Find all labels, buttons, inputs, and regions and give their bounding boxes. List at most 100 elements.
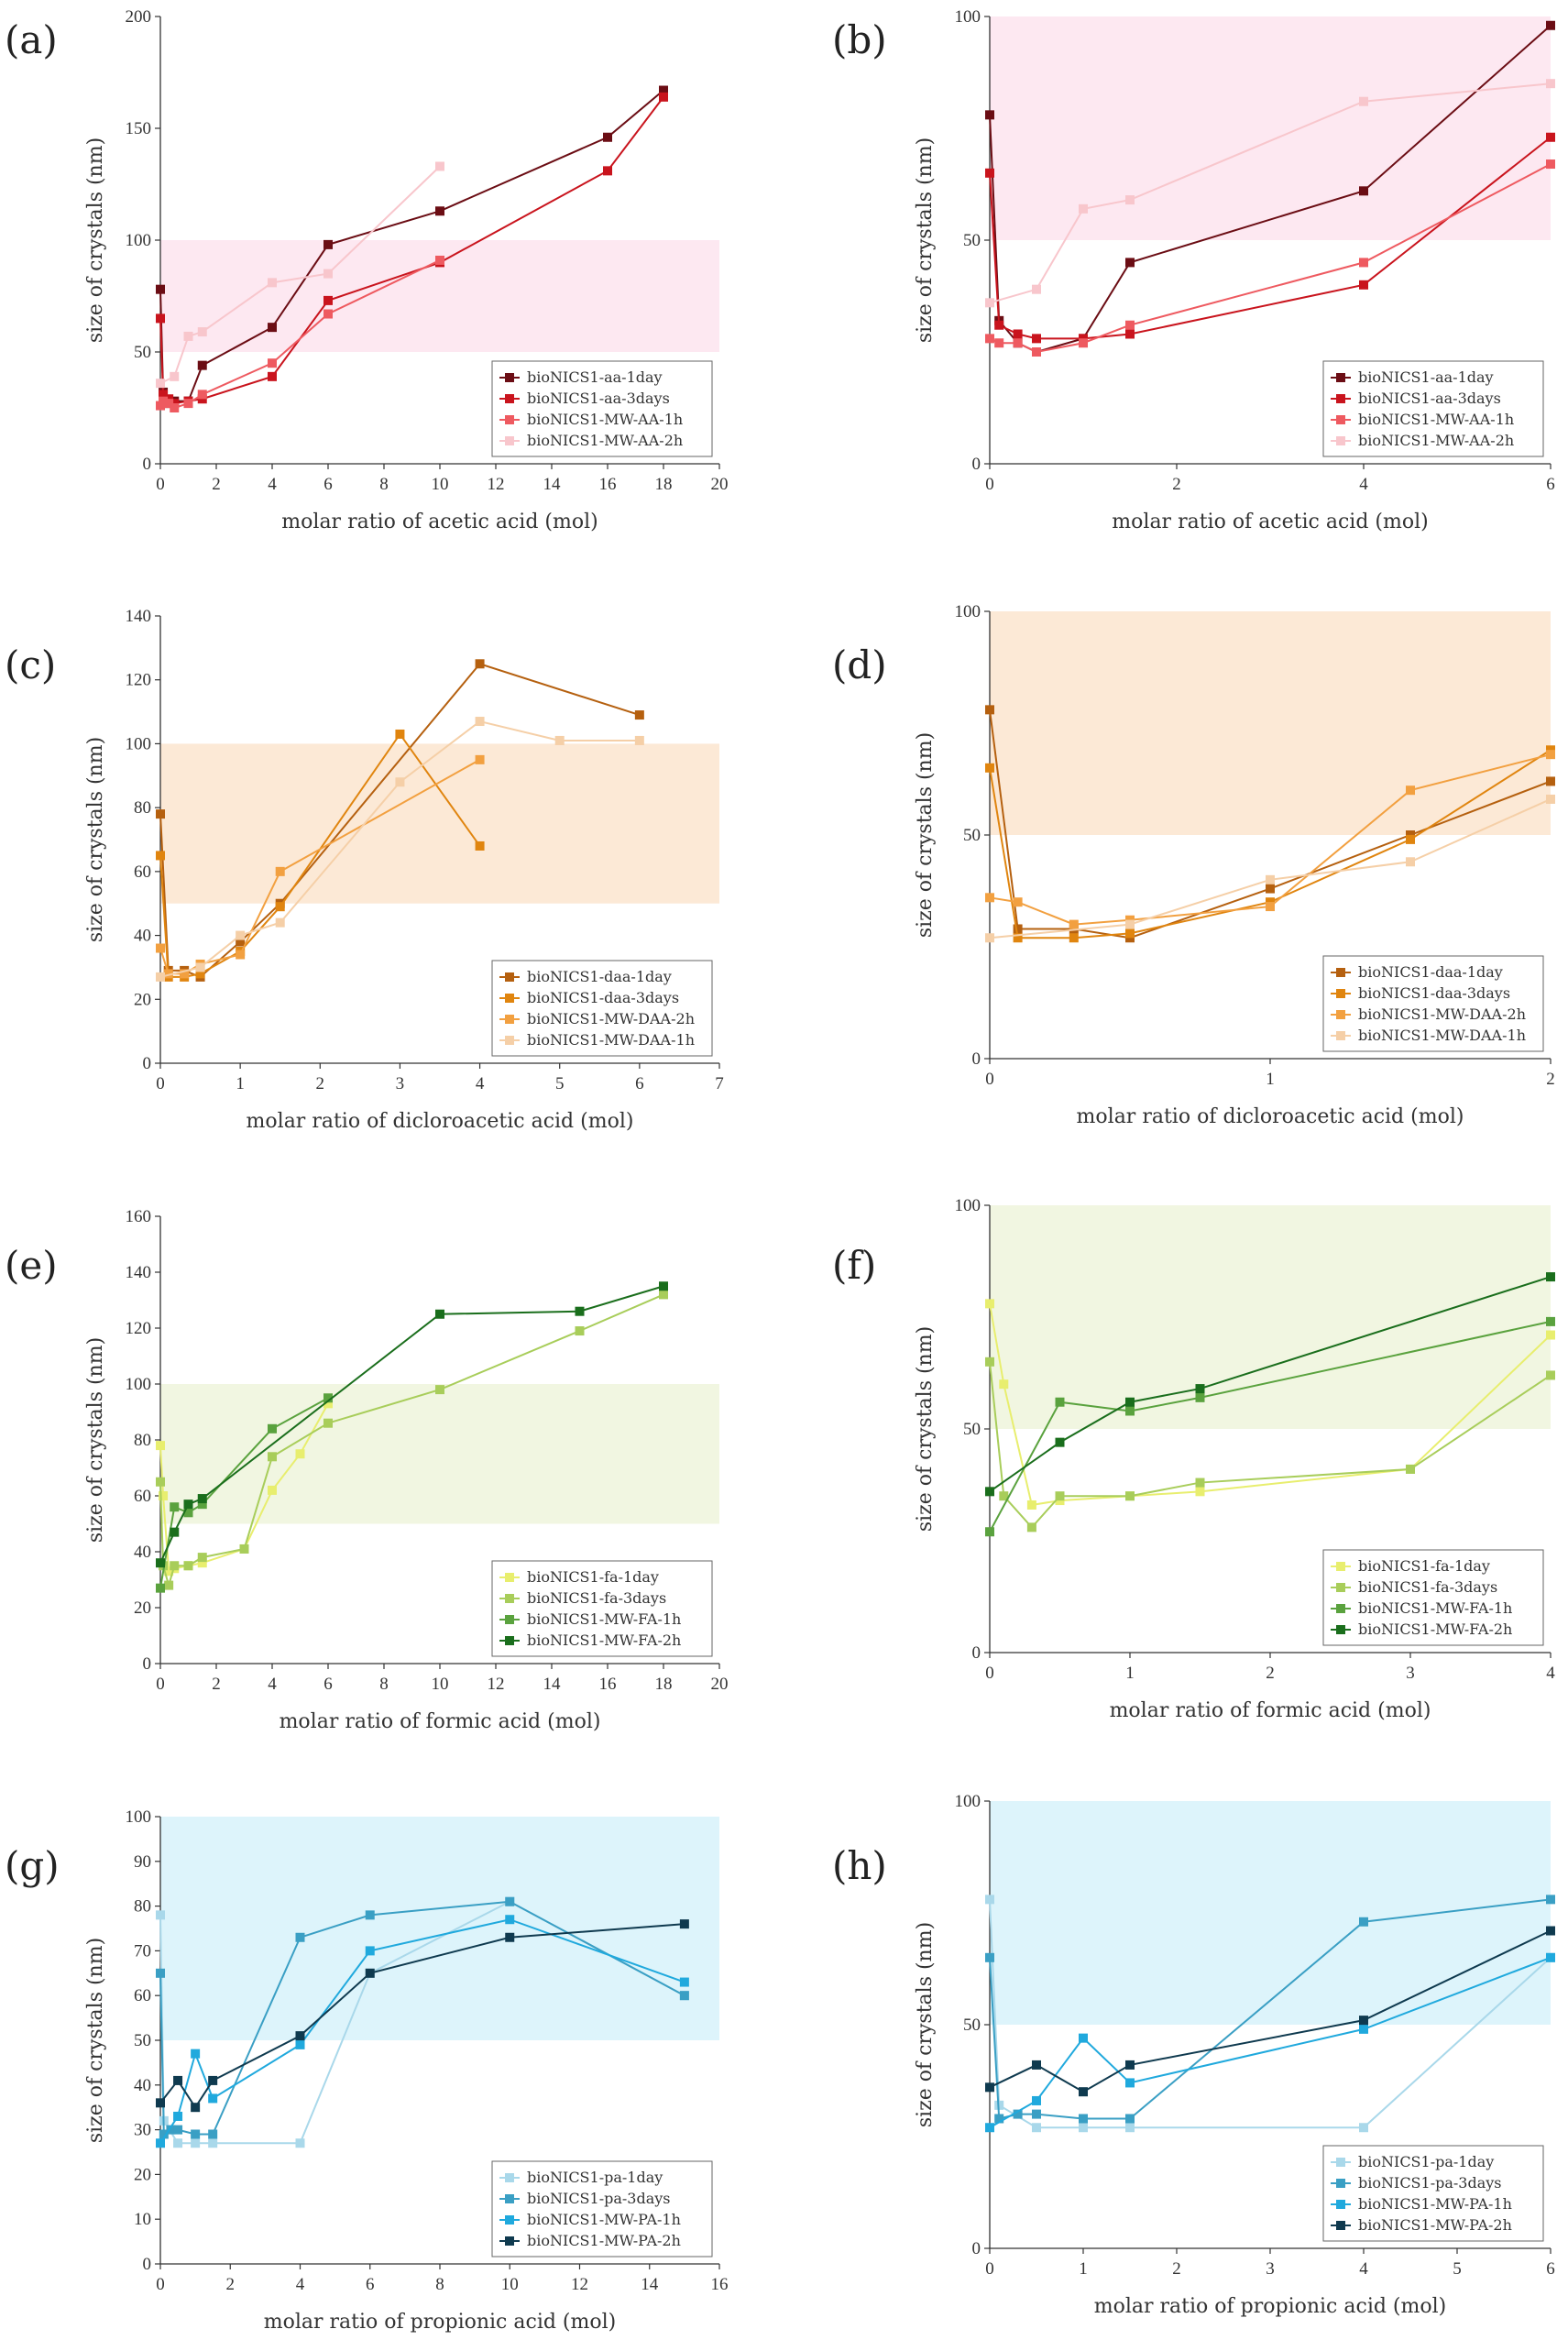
legend-box bbox=[491, 960, 713, 1057]
data-point bbox=[1546, 794, 1555, 804]
chart-panel-6: (f) 0 1 2 3 4 0 50 100 molar ratio of formic acid… bbox=[832, 1196, 1555, 1722]
x-tick-label: 2 bbox=[1172, 2259, 1181, 2279]
series-3 bbox=[985, 159, 1555, 357]
x-tick-label: 3 bbox=[1266, 2259, 1275, 2279]
y-tick-label: 50 bbox=[963, 826, 981, 845]
legend-entry: bioNICS1-MW-AA-1h bbox=[1358, 411, 1514, 428]
data-point bbox=[197, 327, 207, 337]
x-tick-label: 4 bbox=[296, 2275, 305, 2294]
data-point bbox=[1546, 79, 1555, 89]
x-tick-label: 5 bbox=[1453, 2259, 1462, 2279]
legend-entry: bioNICS1-MW-FA-2h bbox=[527, 1631, 681, 1649]
data-point bbox=[208, 2138, 218, 2148]
panel-letter: (f) bbox=[832, 1243, 876, 1288]
data-point bbox=[236, 937, 246, 947]
legend-entry: bioNICS1-pa-1day bbox=[1358, 2153, 1494, 2170]
data-point bbox=[208, 2093, 218, 2104]
y-tick-label: 0 bbox=[143, 1054, 152, 1073]
data-point bbox=[435, 206, 444, 216]
legend-swatch-marker bbox=[1336, 1031, 1345, 1040]
legend-entry: bioNICS1-aa-3days bbox=[1358, 390, 1501, 407]
series-2 bbox=[985, 1357, 1555, 1533]
data-point bbox=[180, 969, 190, 979]
data-point bbox=[1125, 2078, 1135, 2088]
series-line bbox=[989, 1929, 1552, 2093]
data-point bbox=[183, 1561, 193, 1571]
legend-entry: bioNICS1-pa-3days bbox=[527, 2190, 671, 2207]
chart-panel-8: (h) 0 1 2 3 4 5 6 0 50 100 molar ratio of propionic… bbox=[832, 1792, 1555, 2318]
legend: bioNICS1-aa-1day bioNICS1-aa-3days bioNICS… bbox=[1322, 360, 1544, 457]
data-point bbox=[1195, 1384, 1205, 1394]
data-point bbox=[1359, 2024, 1368, 2034]
data-point bbox=[268, 358, 277, 368]
x-tick-label: 6 bbox=[635, 1074, 644, 1093]
y-tick-label: 150 bbox=[126, 119, 152, 138]
x-axis-title: molar ratio of dicloroacetic acid (mol) bbox=[1077, 1105, 1464, 1128]
legend-swatch-marker bbox=[505, 1036, 514, 1045]
series-3 bbox=[156, 255, 444, 412]
data-point bbox=[323, 1418, 333, 1428]
legend-entry: bioNICS1-MW-AA-2h bbox=[527, 432, 683, 449]
data-point bbox=[1032, 334, 1041, 344]
legend-entry: bioNICS1-fa-3days bbox=[527, 1589, 666, 1607]
y-tick-label: 100 bbox=[126, 231, 152, 250]
data-point bbox=[994, 320, 1004, 330]
data-point bbox=[435, 255, 444, 265]
x-tick-label: 4 bbox=[1359, 475, 1368, 494]
data-point bbox=[1032, 2123, 1041, 2133]
x-tick-label: 10 bbox=[432, 475, 449, 494]
y-tick-label: 80 bbox=[134, 798, 151, 818]
x-tick-label: 10 bbox=[501, 2275, 519, 2294]
data-point bbox=[1125, 1397, 1135, 1407]
x-axis-title: molar ratio of propionic acid (mol) bbox=[1094, 2295, 1446, 2318]
y-tick-label: 50 bbox=[134, 2031, 151, 2050]
data-point bbox=[679, 1919, 689, 1929]
data-point bbox=[1032, 2095, 1041, 2105]
data-point bbox=[659, 92, 668, 102]
x-axis-title: molar ratio of acetic acid (mol) bbox=[1112, 511, 1428, 533]
x-tick-label: 2 bbox=[1546, 1070, 1555, 1089]
y-tick-label: 100 bbox=[955, 7, 981, 27]
data-point bbox=[1546, 776, 1555, 786]
y-axis-title: size of crystals (nm) bbox=[914, 137, 937, 343]
data-point bbox=[475, 717, 485, 727]
data-point bbox=[985, 1487, 994, 1497]
data-point bbox=[395, 777, 405, 787]
legend-entry: bioNICS1-MW-DAA-2h bbox=[1358, 1005, 1526, 1023]
data-point bbox=[163, 969, 173, 979]
data-point bbox=[1032, 2109, 1041, 2119]
data-point bbox=[183, 1508, 193, 1518]
series-4 bbox=[156, 1281, 668, 1568]
data-point bbox=[365, 1968, 375, 1978]
data-point bbox=[191, 2103, 201, 2113]
x-tick-label: 8 bbox=[435, 2275, 444, 2294]
legend-swatch-marker bbox=[505, 373, 514, 382]
data-point bbox=[435, 1385, 444, 1395]
legend-entry: bioNICS1-aa-3days bbox=[527, 390, 670, 407]
data-point bbox=[197, 360, 207, 370]
data-point bbox=[679, 1991, 689, 2001]
y-tick-label: 0 bbox=[143, 2255, 152, 2274]
x-tick-label: 6 bbox=[366, 2275, 375, 2294]
x-tick-label: 10 bbox=[432, 1675, 449, 1694]
y-tick-label: 50 bbox=[963, 231, 981, 250]
x-axis-title: molar ratio of propionic acid (mol) bbox=[264, 2311, 616, 2334]
data-point bbox=[659, 1281, 668, 1291]
legend-entry: bioNICS1-pa-3days bbox=[1358, 2174, 1502, 2192]
data-point bbox=[268, 1485, 277, 1495]
x-tick-label: 4 bbox=[1546, 1664, 1555, 1683]
legend-swatch-marker bbox=[505, 2173, 514, 2182]
data-point bbox=[1406, 857, 1415, 867]
series-3 bbox=[985, 1952, 1555, 2133]
y-tick-label: 20 bbox=[134, 2165, 151, 2184]
x-tick-label: 6 bbox=[323, 1675, 333, 1694]
data-point bbox=[475, 659, 485, 669]
data-point bbox=[183, 1500, 193, 1510]
data-point bbox=[323, 1393, 333, 1403]
data-point bbox=[985, 168, 994, 178]
data-point bbox=[1069, 933, 1079, 943]
data-point bbox=[1125, 919, 1135, 929]
legend-swatch-marker bbox=[1336, 373, 1345, 382]
x-tick-label: 8 bbox=[379, 475, 389, 494]
